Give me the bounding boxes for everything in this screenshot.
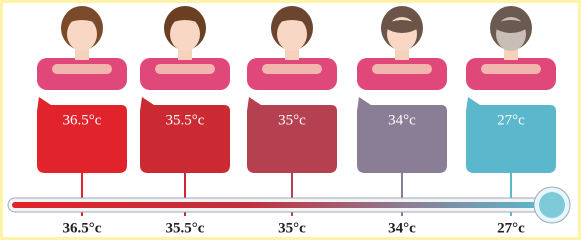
scale-label: 27°c [497, 220, 525, 236]
thermometer-fill [12, 202, 542, 208]
speech-box [357, 97, 447, 173]
scale-label: 35°c [278, 220, 306, 236]
box-label: 35.5°c [166, 112, 205, 128]
face [67, 17, 97, 51]
infographic: 36.5°c 35.5°c 35°c 34°c 27°c 36.5°c 35.5°c 35°… [0, 0, 581, 240]
box-label: 27°c [497, 112, 525, 128]
face [170, 17, 200, 51]
arm [262, 64, 322, 74]
speech-box [247, 97, 337, 173]
arm [52, 64, 112, 74]
box-label: 35°c [278, 112, 306, 128]
thermometer-bulb-fill [539, 192, 565, 218]
scale-label: 35.5°c [166, 220, 205, 236]
box-label: 34°c [388, 112, 416, 128]
box-label: 36.5°c [63, 112, 102, 128]
speech-box [140, 97, 230, 173]
arm [372, 64, 432, 74]
scale-label: 36.5°c [63, 220, 102, 236]
scale-label: 34°c [388, 220, 416, 236]
speech-box [37, 97, 127, 173]
arm [481, 64, 541, 74]
arm [155, 64, 215, 74]
face [277, 17, 307, 51]
speech-box [466, 97, 556, 173]
